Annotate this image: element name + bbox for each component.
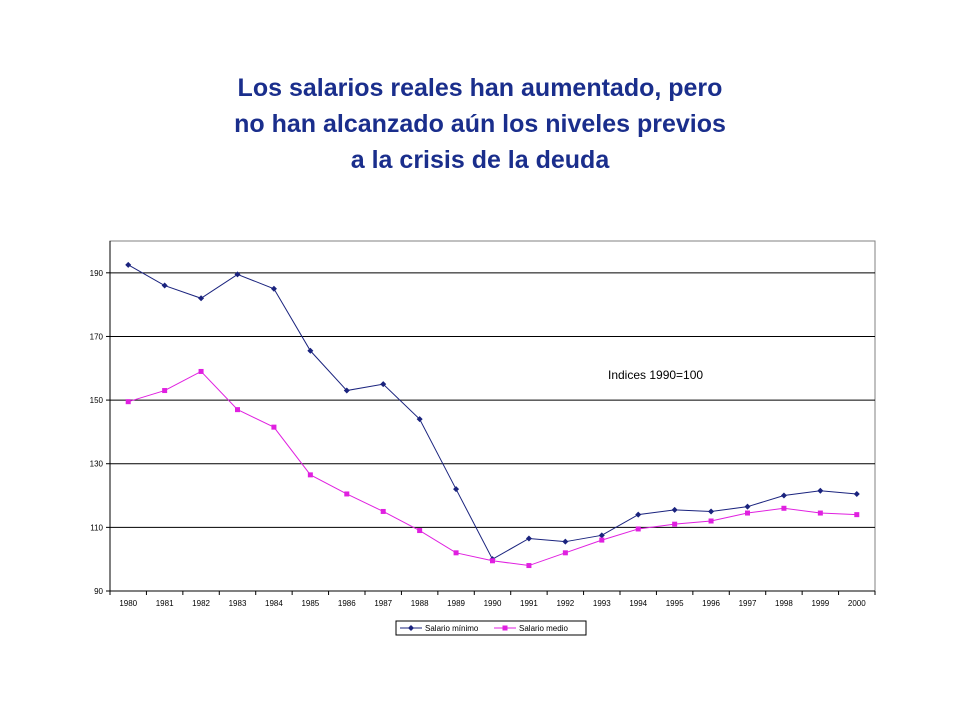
x-tick-label: 1998 (775, 599, 793, 608)
data-point (708, 518, 714, 524)
data-point (270, 285, 277, 292)
legend-label: Salario mínimo (425, 624, 479, 633)
x-tick-label: 1981 (156, 599, 174, 608)
x-tick-label: 1995 (666, 599, 684, 608)
data-point (271, 424, 277, 430)
x-tick-label: 1990 (484, 599, 502, 608)
data-point (416, 416, 423, 423)
data-point (380, 508, 386, 514)
data-point (598, 532, 605, 539)
title-line-3: a la crisis de la deuda (350, 146, 610, 174)
x-tick-label: 1989 (447, 599, 465, 608)
data-point (490, 558, 495, 564)
data-point (854, 512, 860, 518)
x-tick-label: 1984 (265, 599, 283, 608)
x-tick-label: 1999 (811, 599, 829, 608)
series-layer (125, 261, 860, 569)
plot-area (109, 240, 876, 592)
chart-annotation: Indices 1990=100 (608, 368, 703, 382)
data-point (817, 487, 824, 494)
y-axis: 90 110 130 150 170 190 (90, 241, 111, 596)
x-tick-label: 1987 (374, 599, 392, 608)
x-tick-label: 2000 (848, 599, 866, 608)
data-point (380, 381, 387, 388)
x-tick-label: 1992 (556, 599, 574, 608)
y-tick-label: 170 (90, 332, 104, 341)
data-point (453, 550, 459, 556)
data-point (198, 295, 205, 302)
y-tick-label: 190 (90, 269, 104, 278)
y-tick-label: 90 (94, 587, 103, 596)
data-point (635, 511, 642, 518)
data-point (125, 261, 132, 268)
x-tick-label: 1988 (411, 599, 429, 608)
x-axis: 1980 1981 1982 1983 1984 1985 1986 1987 1988 1989… (109, 590, 876, 608)
legend-item: Salario mínimo (400, 624, 479, 633)
x-tick-label: 1994 (629, 599, 647, 608)
data-point (781, 505, 787, 511)
data-point (344, 491, 350, 497)
data-point (599, 537, 605, 543)
title-line-1: Los salarios reales han aumentado, pero (237, 74, 723, 102)
slide-title: Los salarios reales han aumentado, pero … (0, 70, 960, 178)
data-point (307, 472, 313, 478)
data-point (562, 550, 568, 556)
x-tick-label: 1996 (702, 599, 720, 608)
legend-box (395, 620, 587, 636)
data-point (708, 508, 715, 515)
x-tick-label: 1980 (119, 599, 137, 608)
data-point (526, 563, 532, 569)
legend-swatch-marker (502, 625, 508, 631)
data-point (198, 368, 204, 374)
x-tick-label: 1983 (229, 599, 247, 608)
data-point (745, 510, 750, 516)
data-point (744, 503, 751, 510)
series-salario-medio (125, 368, 860, 569)
data-point (635, 526, 641, 532)
x-tick-label: 1985 (301, 599, 319, 608)
data-point (525, 535, 532, 542)
legend-label: Salario medio (519, 624, 568, 633)
legend-item: Salario medio (494, 624, 568, 633)
data-point (453, 486, 460, 493)
data-point (343, 387, 350, 394)
y-tick-label: 150 (90, 396, 104, 405)
data-point (671, 506, 678, 513)
data-point (307, 347, 314, 354)
x-tick-label: 1986 (338, 599, 356, 608)
data-point (817, 510, 823, 516)
x-tick-label: 1993 (593, 599, 611, 608)
data-point (125, 399, 131, 405)
data-point (162, 388, 168, 394)
data-point (780, 492, 787, 499)
data-point (235, 407, 240, 413)
data-point (853, 490, 860, 497)
x-tick-label: 1991 (520, 599, 538, 608)
legend-swatch-marker (408, 625, 414, 631)
x-tick-label: 1997 (739, 599, 757, 608)
x-tick-label: 1982 (192, 599, 210, 608)
data-point (672, 521, 678, 527)
plot-border (109, 240, 876, 592)
data-point (417, 528, 423, 534)
data-point (562, 538, 569, 545)
y-tick-label: 130 (90, 460, 104, 469)
legend: Salario mínimo Salario medio (395, 620, 587, 636)
y-tick-label: 110 (90, 523, 103, 532)
title-line-2: no han alcanzado aún los niveles previos (234, 110, 726, 138)
data-point (234, 271, 241, 278)
data-point (161, 282, 168, 289)
